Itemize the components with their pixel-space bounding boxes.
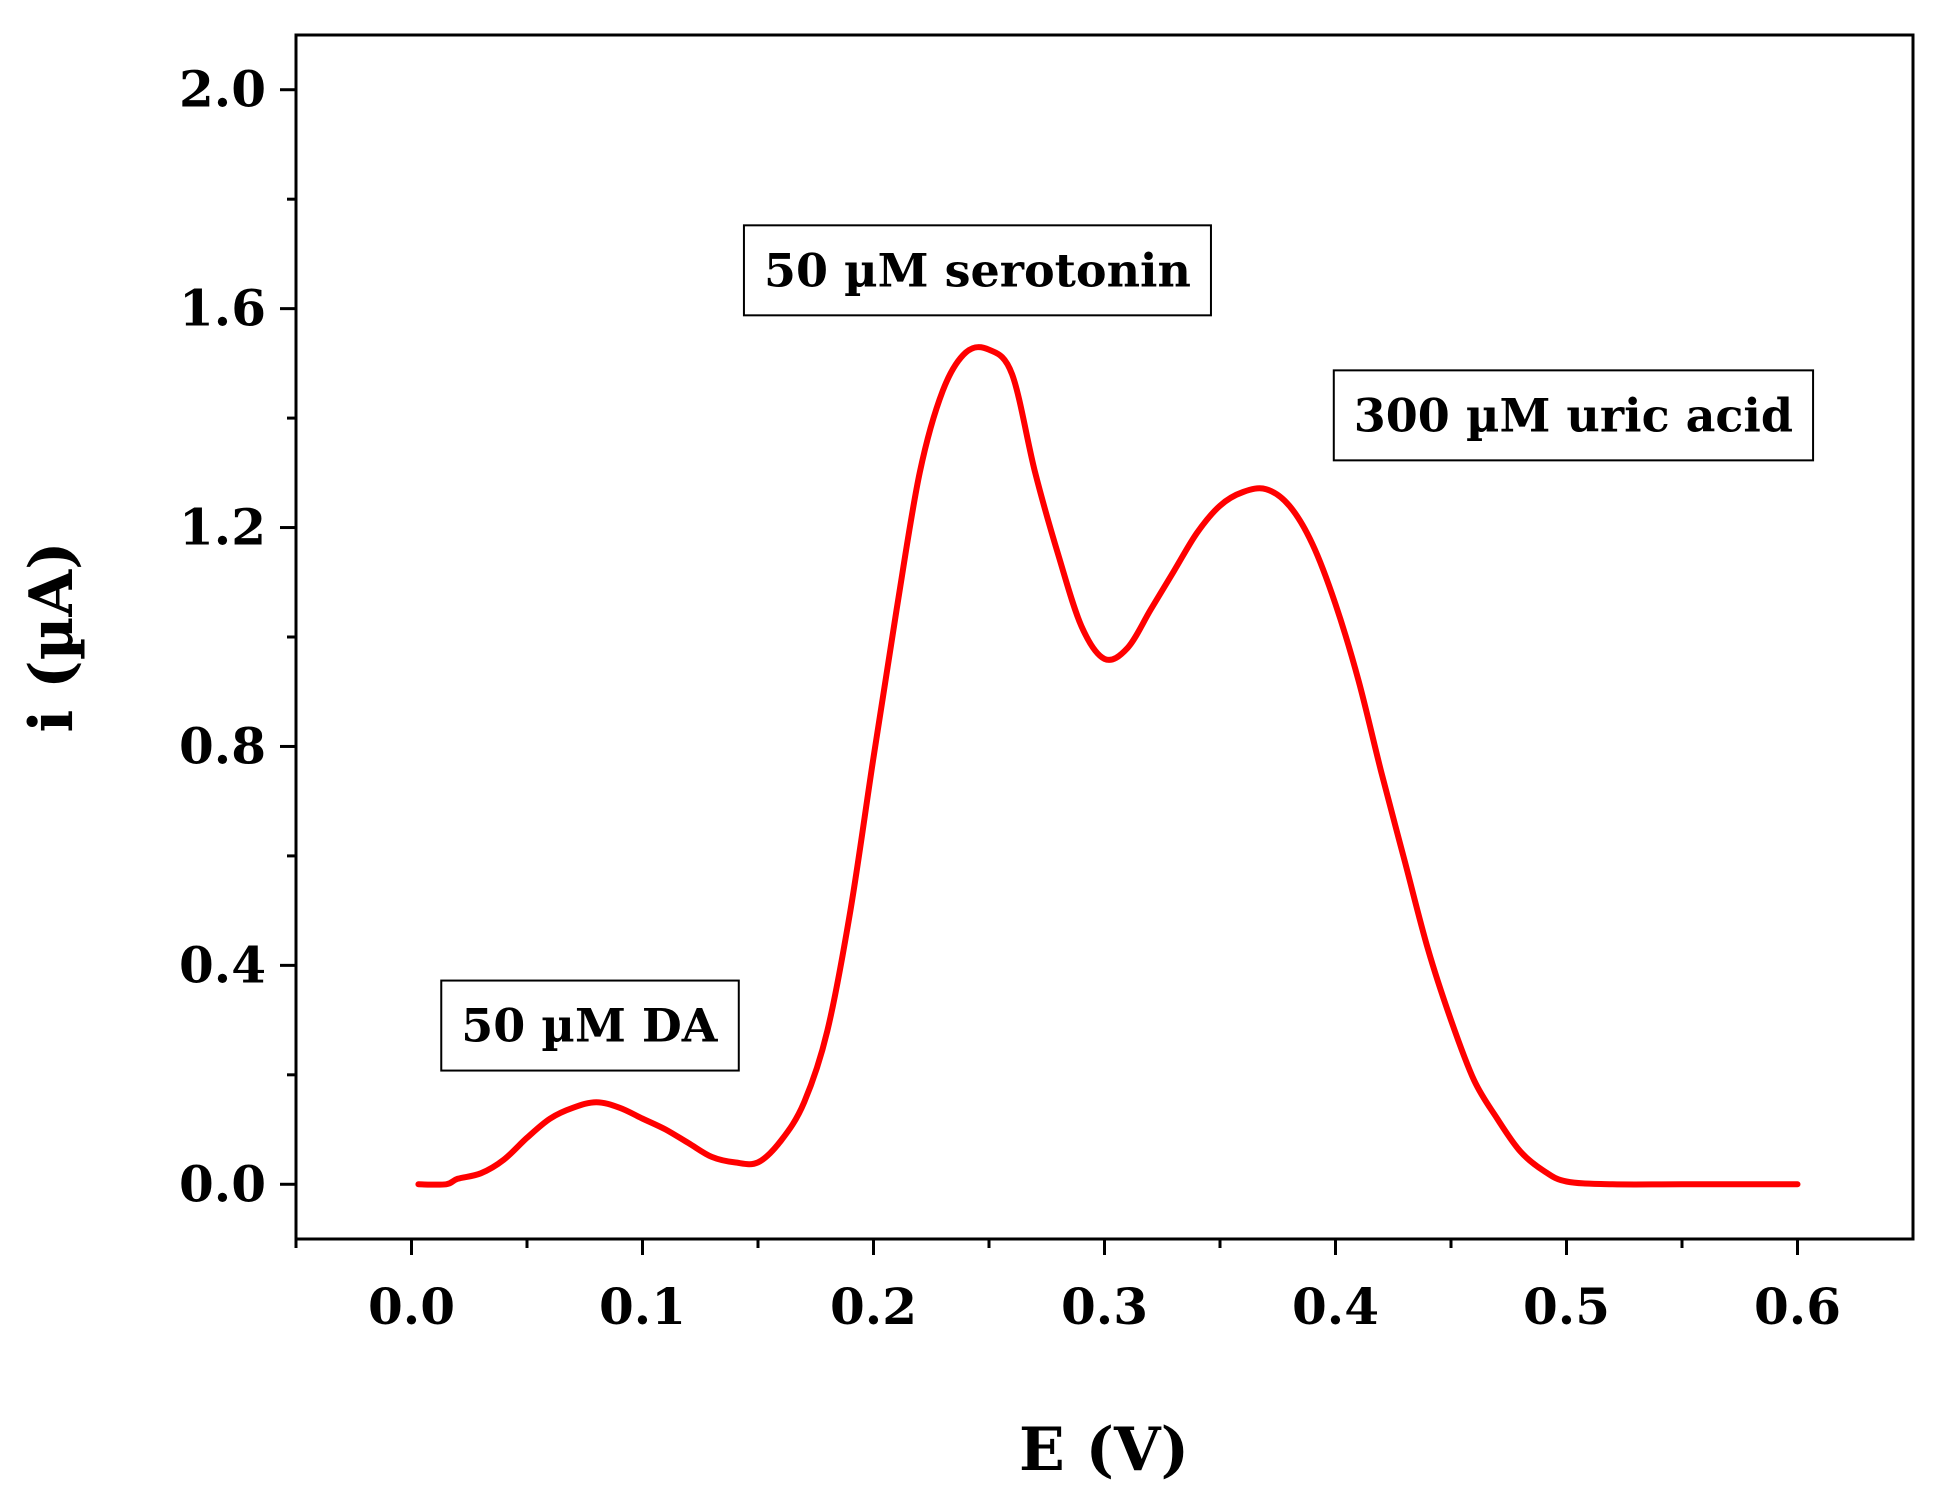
x-tick-label: 0.2 [830,1277,917,1336]
annotation-box: 300 µM uric acid [1332,369,1815,462]
x-tick-label: 0.4 [1292,1277,1379,1336]
x-axis-title: E (V) [1019,1415,1189,1485]
axis-tick-labels: 0.0 0.1 0.2 0.3 0.4 0.5 0.6 0.0 0.4 0.8 1.2 1.6 2.0 [179,60,1841,1336]
current-curve [415,344,1801,1188]
x-tick-label: 0.3 [1061,1277,1148,1336]
annotation-frame [1332,369,1815,462]
annotations: 50 µM DA 50 µM serotonin 300 µM uric acid [440,224,1815,1072]
x-tick-label: 0.5 [1523,1277,1610,1336]
y-tick-label: 1.6 [179,279,266,338]
y-tick-label: 1.2 [179,498,266,557]
axis-ticks [280,88,1799,1255]
annotation-label: 300 µM uric acid [1354,388,1793,442]
x-tick-label: 0.6 [1754,1277,1841,1336]
annotation-frame [440,979,740,1072]
annotation-box: 50 µM DA [440,979,740,1072]
y-axis-title: i (µA) [17,542,87,733]
annotation-box: 50 µM serotonin [742,224,1212,317]
annotation-label: 50 µM serotonin [764,243,1191,297]
y-tick-label: 0.8 [179,716,266,775]
y-tick-label: 2.0 [179,60,266,119]
annotation-label: 50 µM DA [461,999,719,1053]
y-tick-label: 0.4 [179,935,266,994]
y-tick-label: 0.0 [179,1154,266,1213]
annotation-frame [742,224,1212,317]
x-tick-label: 0.1 [599,1277,686,1336]
x-tick-label: 0.0 [368,1277,455,1336]
